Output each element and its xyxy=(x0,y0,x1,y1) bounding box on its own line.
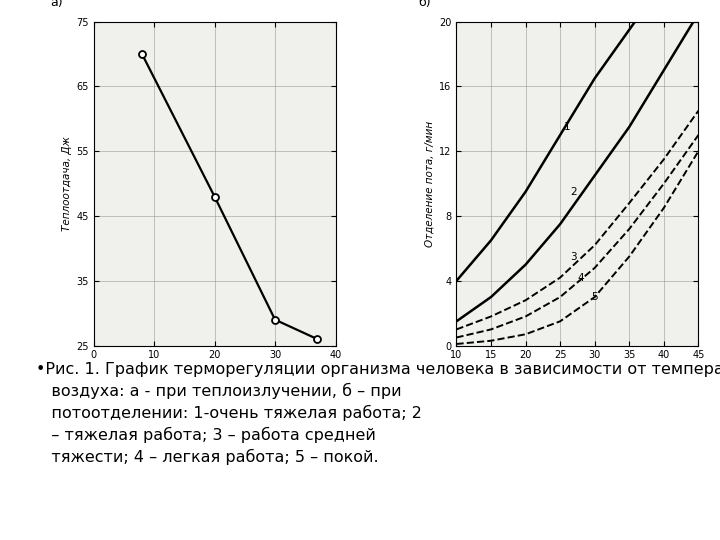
Text: 3: 3 xyxy=(570,252,577,261)
Text: б): б) xyxy=(418,0,431,9)
Text: 5: 5 xyxy=(591,292,598,302)
Text: 1: 1 xyxy=(564,122,570,132)
Text: а): а) xyxy=(50,0,63,9)
Text: 2: 2 xyxy=(570,187,577,197)
Y-axis label: Отделение пота, г/мин: Отделение пота, г/мин xyxy=(425,120,435,247)
Text: •Рис. 1. График терморегуляции организма человека в зависимости от температуры
 : •Рис. 1. График терморегуляции организма… xyxy=(36,362,720,465)
Text: 4: 4 xyxy=(577,273,584,282)
Y-axis label: Теплоотдача, Дж: Теплоотдача, Дж xyxy=(62,136,72,231)
